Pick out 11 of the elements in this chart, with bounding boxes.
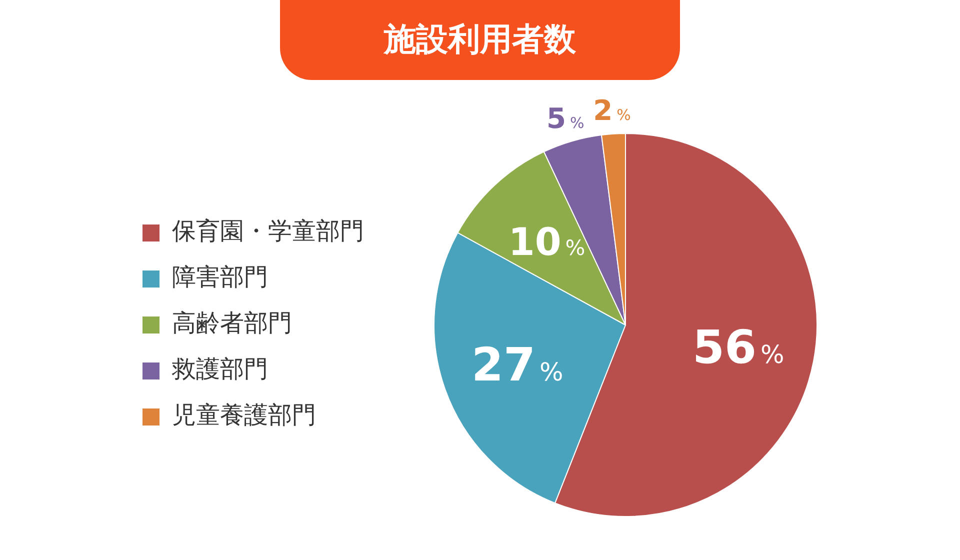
data-label: 56%: [692, 320, 784, 374]
legend-label: 救護部門: [171, 355, 268, 384]
legend-label: 障害部門: [172, 263, 268, 292]
legend-label: 高齢者部門: [172, 309, 292, 338]
chart-title: 施設利用者数: [280, 0, 680, 80]
data-label: 2%: [593, 94, 631, 128]
data-label: 27%: [472, 337, 564, 392]
legend-label: 保育園・学童部門: [172, 217, 364, 246]
data-label: 5%: [546, 102, 584, 136]
legend-label: 児童養護部門: [172, 401, 316, 430]
data-label: 10%: [508, 220, 586, 264]
